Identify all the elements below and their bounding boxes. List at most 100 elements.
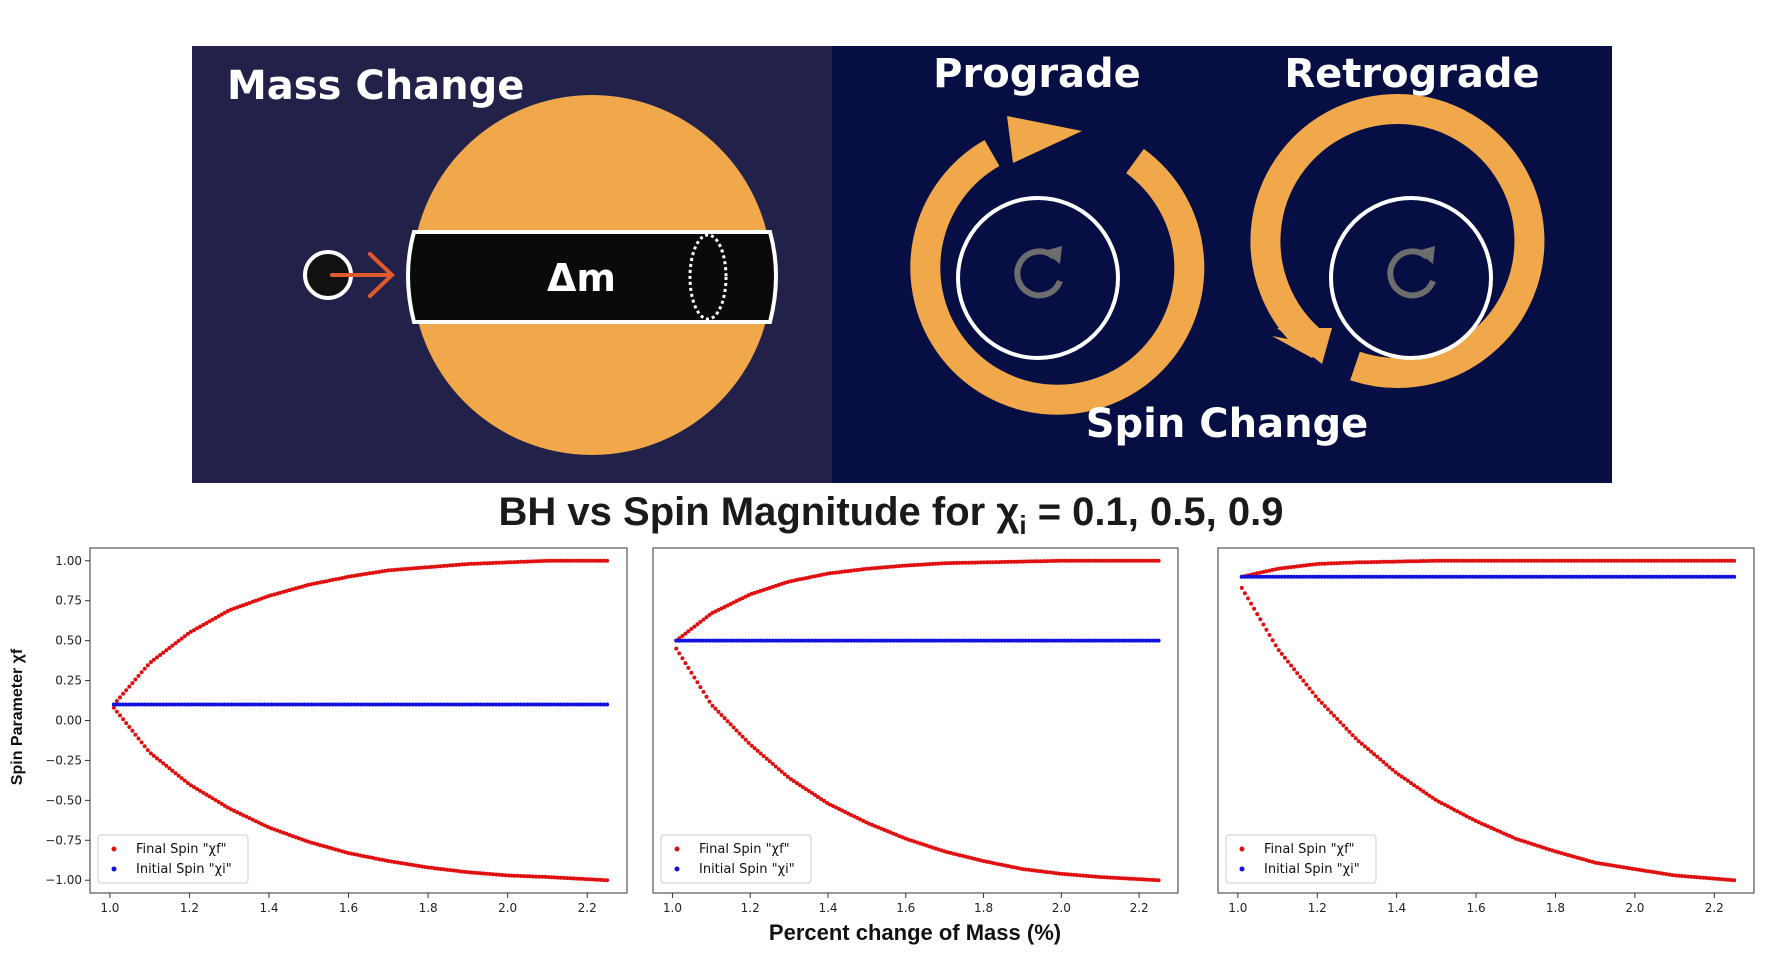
initial-spin-point [1689, 574, 1694, 579]
final-spin-point [472, 561, 477, 566]
final-spin-point [1710, 558, 1715, 563]
final-spin-point [262, 823, 267, 828]
initial-spin-point [1341, 574, 1346, 579]
final-spin-point [571, 558, 576, 563]
final-spin-point [552, 558, 557, 563]
final-spin-point [1556, 850, 1561, 855]
initial-spin-point [1559, 574, 1564, 579]
final-spin-point [423, 865, 428, 869]
final-spin-point [1042, 869, 1046, 874]
initial-spin-point [1670, 574, 1675, 579]
final-spin-point [1105, 558, 1110, 563]
final-spin-point [315, 842, 320, 847]
legend-final-marker [111, 846, 117, 852]
prograde-ring [910, 116, 1205, 415]
final-spin-point [1036, 559, 1040, 564]
initial-spin-point [1075, 638, 1080, 643]
initial-spin-point [1264, 574, 1269, 579]
final-spin-point [680, 656, 685, 661]
final-spin-point [1535, 558, 1540, 563]
final-spin-point [1732, 878, 1737, 883]
initial-spin-point [491, 702, 495, 707]
initial-spin-point [909, 638, 914, 643]
x-tick-label: 1.2 [741, 901, 760, 915]
initial-spin-point [312, 702, 317, 707]
final-spin-point [1279, 651, 1284, 656]
initial-spin-point [225, 702, 230, 707]
final-spin-point [825, 800, 829, 805]
initial-spin-point [855, 638, 860, 643]
initial-spin-point [1519, 574, 1524, 579]
legend: Final Spin "χf"Initial Spin "χi" [97, 834, 249, 884]
final-spin-point [806, 575, 811, 580]
final-spin-point [395, 567, 400, 572]
final-spin-point [1090, 874, 1095, 879]
final-spin-point [451, 868, 455, 873]
final-spin-point [894, 564, 899, 569]
initial-spin-point [1008, 638, 1013, 643]
initial-spin-point [574, 702, 579, 707]
final-spin-point [531, 559, 536, 564]
final-spin-point [1452, 558, 1457, 563]
final-spin-point [1344, 726, 1349, 731]
final-spin-point [275, 828, 280, 833]
final-spin-point [546, 558, 551, 563]
final-spin-point [897, 564, 902, 569]
initial-spin-point [521, 702, 526, 707]
initial-spin-point [361, 702, 366, 707]
final-spin-point [1005, 559, 1010, 564]
final-spin-point [266, 825, 270, 829]
spin-change-label: Spin Change [1086, 401, 1369, 447]
final-spin-point [488, 872, 492, 876]
final-spin-point [1042, 559, 1046, 564]
final-spin-point [1652, 870, 1657, 875]
final-spin-point [1378, 559, 1383, 564]
initial-spin-point [1526, 574, 1530, 579]
final-spin-point [361, 854, 366, 859]
final-spin-point [1729, 878, 1734, 882]
final-spin-prograde-series [1239, 558, 1737, 579]
initial-spin-point [114, 702, 119, 707]
final-spin-point [1270, 567, 1275, 572]
final-spin-point [740, 734, 745, 739]
final-spin-point [549, 558, 554, 563]
initial-spin-point [1602, 574, 1607, 579]
initial-spin-point [1316, 574, 1321, 579]
initial-spin-point [1048, 638, 1053, 643]
final-spin-point [1476, 820, 1481, 825]
final-spin-point [278, 590, 283, 595]
final-spin-point [1153, 558, 1158, 563]
initial-spin-point [340, 702, 344, 707]
final-spin-point [906, 837, 911, 842]
final-spin-point [1649, 558, 1654, 563]
final-spin-point [1569, 853, 1574, 858]
final-spin-point [392, 860, 397, 864]
final-spin-point [1332, 561, 1337, 566]
final-spin-point [1572, 854, 1577, 859]
final-spin-point [840, 808, 845, 813]
initial-spin-point [819, 638, 823, 643]
initial-spin-point [1282, 574, 1287, 579]
initial-spin-point [825, 638, 829, 643]
initial-spin-point [948, 638, 953, 643]
initial-spin-point [235, 702, 240, 707]
final-spin-point [1615, 864, 1620, 869]
final-spin-point [686, 629, 691, 634]
final-spin-point [1289, 565, 1294, 570]
initial-spin-point [1516, 574, 1521, 579]
initial-spin-point [182, 702, 187, 707]
final-spin-point [1261, 569, 1266, 574]
initial-spin-point [1498, 574, 1503, 579]
x-tick-label: 1.2 [180, 901, 199, 915]
final-spin-point [1446, 558, 1450, 563]
final-spin-point [891, 564, 896, 569]
initial-spin-point [1114, 638, 1119, 643]
final-spin-point [1396, 772, 1401, 777]
final-spin-point [484, 561, 489, 566]
final-spin-point [432, 564, 437, 569]
initial-spin-point [1409, 574, 1414, 579]
final-spin-point [210, 617, 215, 622]
final-spin-point [1458, 810, 1463, 815]
final-spin-point [1522, 558, 1527, 563]
final-spin-point [195, 787, 200, 791]
